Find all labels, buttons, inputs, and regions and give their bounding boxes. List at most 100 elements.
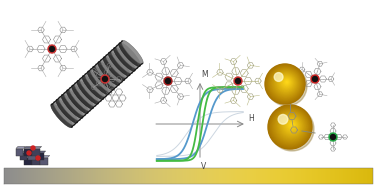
Ellipse shape	[74, 83, 96, 107]
Bar	[36, 153, 44, 160]
Circle shape	[280, 115, 302, 137]
Circle shape	[271, 108, 310, 146]
Ellipse shape	[51, 104, 73, 128]
Circle shape	[269, 67, 302, 100]
Circle shape	[267, 66, 307, 106]
Circle shape	[281, 77, 292, 88]
Circle shape	[276, 112, 305, 141]
Circle shape	[281, 115, 302, 136]
Circle shape	[285, 80, 289, 84]
Circle shape	[270, 68, 301, 99]
Circle shape	[278, 75, 294, 91]
Circle shape	[49, 46, 55, 51]
Circle shape	[274, 110, 307, 143]
Circle shape	[268, 66, 303, 101]
Circle shape	[270, 107, 310, 147]
Circle shape	[285, 119, 298, 132]
Ellipse shape	[100, 59, 123, 83]
Ellipse shape	[77, 80, 99, 104]
Circle shape	[266, 65, 304, 103]
Circle shape	[279, 75, 294, 90]
Circle shape	[291, 124, 293, 126]
Bar	[24, 157, 32, 164]
Ellipse shape	[113, 47, 135, 71]
Circle shape	[103, 77, 107, 81]
Polygon shape	[40, 156, 50, 157]
Circle shape	[284, 79, 290, 86]
Circle shape	[282, 116, 301, 135]
Circle shape	[166, 78, 170, 84]
Polygon shape	[36, 151, 46, 153]
Circle shape	[283, 78, 291, 86]
Circle shape	[311, 75, 319, 83]
Ellipse shape	[108, 52, 130, 76]
Ellipse shape	[82, 76, 104, 100]
Ellipse shape	[53, 101, 75, 125]
Circle shape	[284, 118, 299, 133]
Circle shape	[164, 77, 172, 85]
Ellipse shape	[111, 50, 133, 74]
Circle shape	[271, 69, 300, 97]
Ellipse shape	[85, 73, 107, 97]
Circle shape	[31, 146, 35, 150]
Ellipse shape	[58, 97, 81, 121]
Polygon shape	[28, 151, 38, 153]
Circle shape	[267, 66, 303, 102]
Circle shape	[270, 68, 301, 100]
Circle shape	[236, 78, 241, 84]
Circle shape	[27, 151, 31, 155]
Circle shape	[276, 73, 296, 93]
Circle shape	[269, 106, 311, 148]
Circle shape	[273, 109, 308, 144]
Circle shape	[277, 74, 295, 91]
Circle shape	[329, 133, 337, 141]
Circle shape	[274, 110, 307, 143]
Circle shape	[275, 72, 297, 94]
Ellipse shape	[64, 92, 86, 116]
Ellipse shape	[56, 99, 78, 123]
Ellipse shape	[103, 57, 125, 81]
Ellipse shape	[95, 64, 117, 88]
Bar	[16, 149, 23, 156]
Circle shape	[286, 119, 297, 131]
Polygon shape	[24, 156, 34, 157]
Ellipse shape	[87, 71, 109, 95]
Bar	[24, 149, 32, 156]
Circle shape	[290, 123, 294, 127]
Polygon shape	[32, 156, 41, 157]
Circle shape	[277, 74, 296, 92]
Circle shape	[274, 73, 283, 81]
Ellipse shape	[66, 90, 88, 114]
Circle shape	[272, 108, 309, 145]
Circle shape	[280, 76, 293, 89]
Circle shape	[267, 65, 304, 103]
Circle shape	[282, 78, 291, 87]
Ellipse shape	[69, 87, 91, 111]
Circle shape	[265, 64, 305, 104]
Polygon shape	[32, 146, 41, 149]
Ellipse shape	[90, 68, 112, 92]
Circle shape	[279, 114, 303, 139]
Circle shape	[277, 112, 305, 140]
Circle shape	[274, 71, 298, 95]
Circle shape	[284, 80, 290, 85]
Circle shape	[288, 122, 296, 129]
Circle shape	[291, 123, 294, 126]
Ellipse shape	[119, 43, 141, 67]
Circle shape	[285, 81, 288, 84]
Circle shape	[272, 70, 299, 97]
Circle shape	[284, 118, 299, 134]
Ellipse shape	[98, 61, 120, 85]
Bar	[40, 157, 48, 164]
Text: V: V	[201, 162, 206, 171]
Circle shape	[36, 156, 40, 160]
Circle shape	[48, 45, 56, 53]
Circle shape	[287, 121, 296, 130]
Ellipse shape	[93, 66, 115, 90]
Circle shape	[270, 107, 314, 151]
Polygon shape	[24, 146, 34, 149]
Circle shape	[273, 71, 299, 96]
Circle shape	[101, 75, 109, 83]
Circle shape	[282, 117, 300, 135]
Bar	[32, 149, 40, 156]
